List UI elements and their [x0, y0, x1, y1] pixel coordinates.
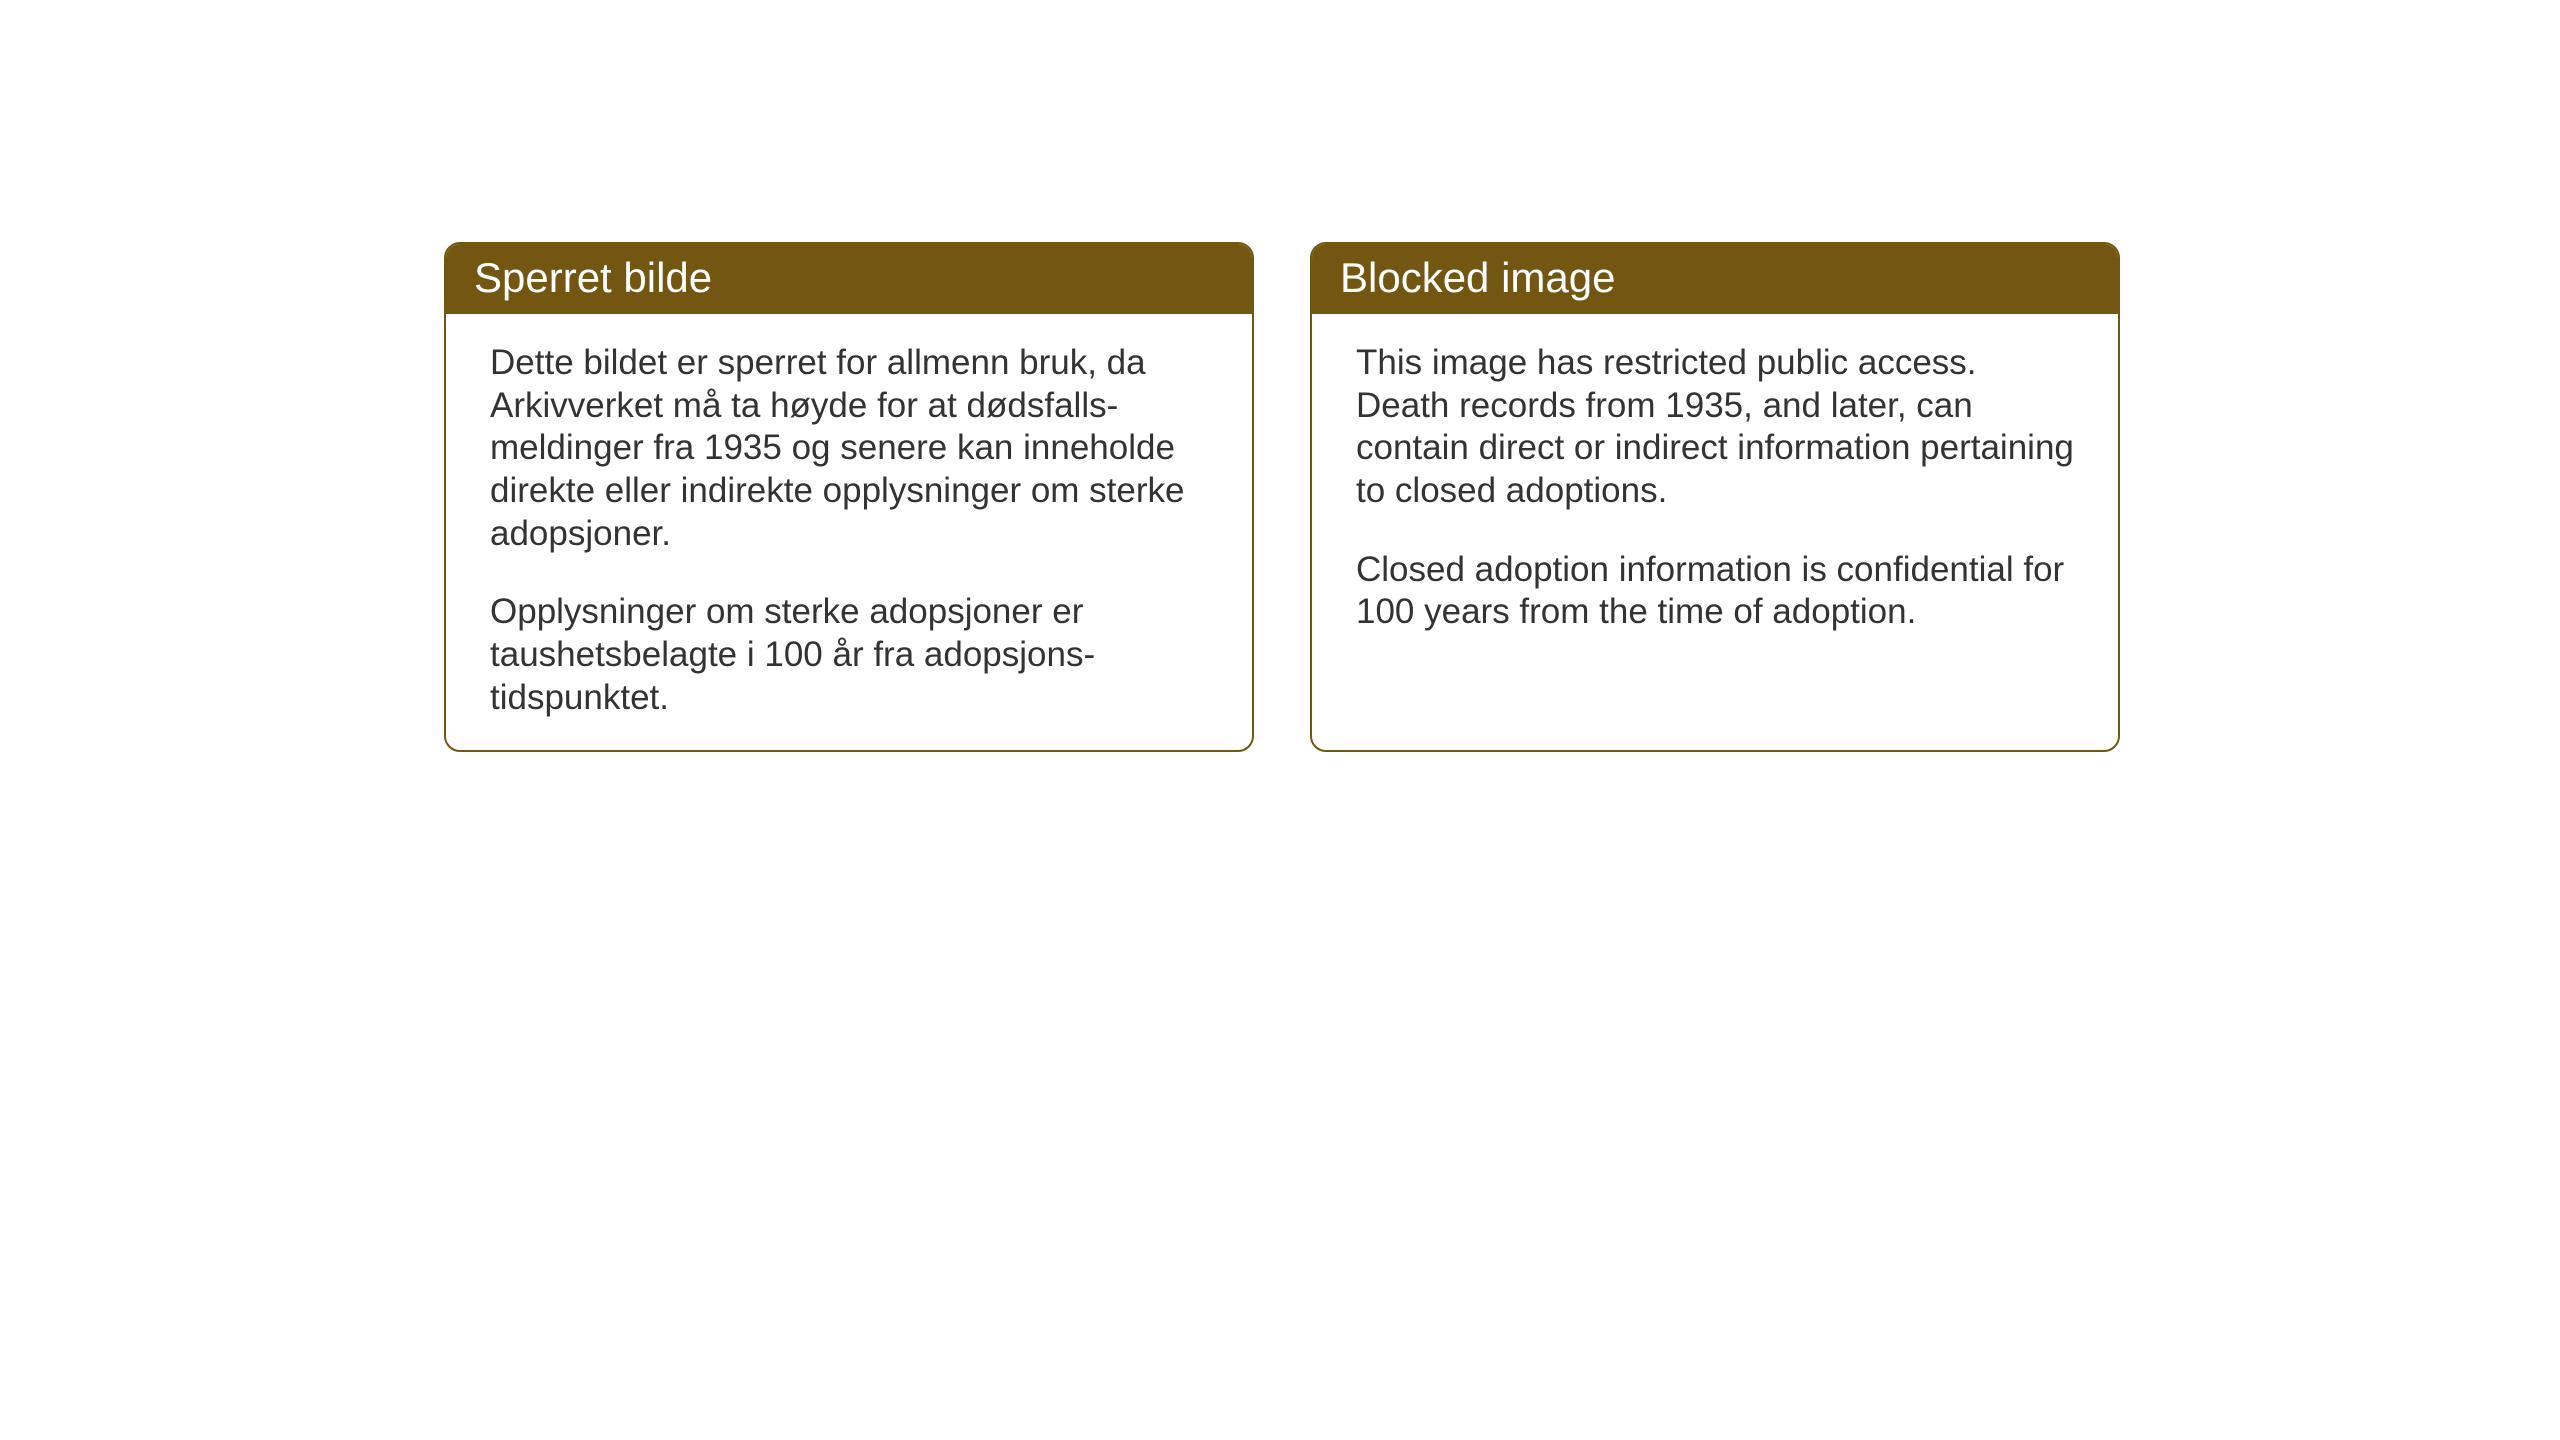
card-body-norwegian: Dette bildet er sperret for allmenn bruk…: [446, 314, 1252, 748]
paragraph-english-2: Closed adoption information is confident…: [1356, 549, 2074, 634]
card-english: Blocked image This image has restricted …: [1310, 242, 2120, 752]
paragraph-english-1: This image has restricted public access.…: [1356, 342, 2074, 513]
paragraph-norwegian-1: Dette bildet er sperret for allmenn bruk…: [490, 342, 1208, 555]
cards-container: Sperret bilde Dette bildet er sperret fo…: [444, 242, 2120, 752]
card-norwegian: Sperret bilde Dette bildet er sperret fo…: [444, 242, 1254, 752]
card-header-norwegian: Sperret bilde: [446, 244, 1252, 314]
card-header-english: Blocked image: [1312, 244, 2118, 314]
card-body-english: This image has restricted public access.…: [1312, 314, 2118, 662]
paragraph-norwegian-2: Opplysninger om sterke adopsjoner er tau…: [490, 591, 1208, 719]
